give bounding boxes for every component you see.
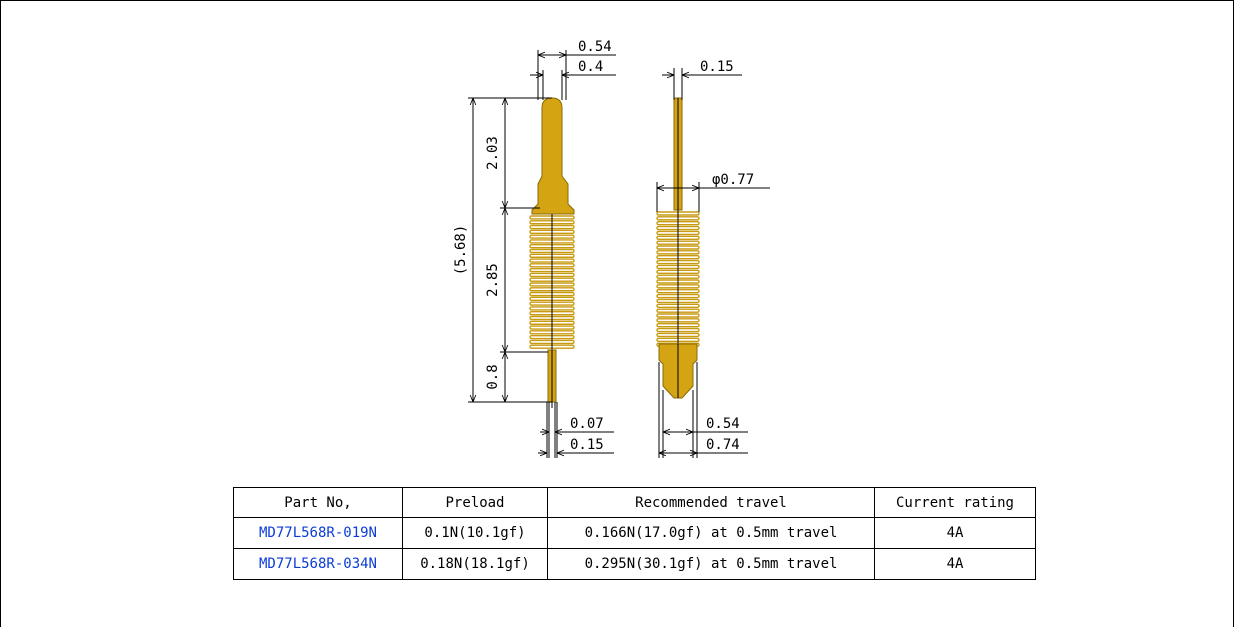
dim-barrel-outer: 0.74 <box>706 437 740 453</box>
dim-tail-inner: 0.07 <box>570 416 604 432</box>
left-plunger <box>531 97 575 215</box>
table-row: MD77L568R-034N 0.18N(18.1gf) 0.295N(30.1… <box>233 548 1036 580</box>
part-number: MD77L568R-034N <box>233 548 403 580</box>
current-value: 4A <box>874 517 1036 549</box>
dim-total-length: (5.68) <box>453 225 469 276</box>
right-probe <box>656 97 700 399</box>
header-preload: Preload <box>402 487 548 518</box>
header-travel: Recommended travel <box>547 487 875 518</box>
dim-plunger-inner: 0.4 <box>578 59 603 75</box>
table-header-row: Part No, Preload Recommended travel Curr… <box>233 487 1036 518</box>
preload-value: 0.18N(18.1gf) <box>402 548 548 580</box>
spec-table: Part No, Preload Recommended travel Curr… <box>233 487 1036 580</box>
probe-drawing: 0.54 0.4 0.15 φ0.77 0.07 0.15 0.54 0.74 … <box>453 39 770 458</box>
dim-barrel-inner: 0.54 <box>706 416 740 432</box>
travel-value: 0.295N(30.1gf) at 0.5mm travel <box>547 548 875 580</box>
left-dimensions <box>468 50 616 458</box>
dim-plunger-length: 2.03 <box>485 136 501 170</box>
dim-spring-length: 2.85 <box>485 263 501 297</box>
dim-tail-outer: 0.15 <box>570 437 604 453</box>
current-value: 4A <box>874 548 1036 580</box>
preload-value: 0.1N(10.1gf) <box>402 517 548 549</box>
dim-spring-dia: φ0.77 <box>712 172 754 188</box>
dim-wire: 0.15 <box>700 59 734 75</box>
header-current: Current rating <box>874 487 1036 518</box>
right-dimensions <box>656 68 770 458</box>
header-part: Part No, <box>233 487 403 518</box>
travel-value: 0.166N(17.0gf) at 0.5mm travel <box>547 517 875 549</box>
part-number: MD77L568R-019N <box>233 517 403 549</box>
dim-plunger-outer: 0.54 <box>578 39 612 55</box>
table-row: MD77L568R-019N 0.1N(10.1gf) 0.166N(17.0g… <box>233 517 1036 549</box>
dim-tail-length: 0.8 <box>485 364 501 389</box>
left-probe <box>529 97 575 408</box>
